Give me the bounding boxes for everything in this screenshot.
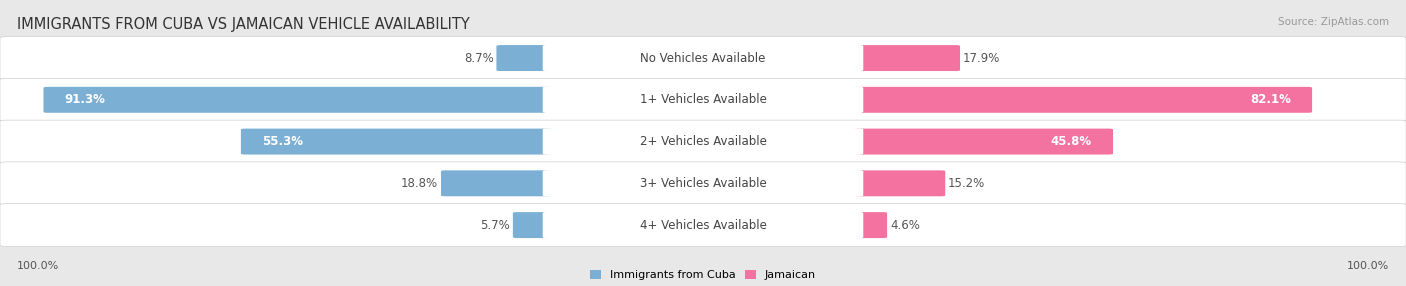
- FancyBboxPatch shape: [240, 129, 553, 154]
- Text: 8.7%: 8.7%: [464, 51, 494, 65]
- Text: 18.8%: 18.8%: [401, 177, 439, 190]
- FancyBboxPatch shape: [496, 45, 553, 71]
- Text: 5.7%: 5.7%: [481, 219, 510, 232]
- Text: 100.0%: 100.0%: [17, 261, 59, 271]
- Text: IMMIGRANTS FROM CUBA VS JAMAICAN VEHICLE AVAILABILITY: IMMIGRANTS FROM CUBA VS JAMAICAN VEHICLE…: [17, 17, 470, 32]
- FancyBboxPatch shape: [0, 162, 1406, 205]
- Legend: Immigrants from Cuba, Jamaican: Immigrants from Cuba, Jamaican: [591, 270, 815, 281]
- Text: No Vehicles Available: No Vehicles Available: [640, 51, 766, 65]
- FancyBboxPatch shape: [853, 212, 887, 238]
- Text: 100.0%: 100.0%: [1347, 261, 1389, 271]
- FancyBboxPatch shape: [853, 129, 1114, 154]
- Text: Source: ZipAtlas.com: Source: ZipAtlas.com: [1278, 17, 1389, 27]
- FancyBboxPatch shape: [853, 170, 945, 196]
- Text: 91.3%: 91.3%: [65, 93, 105, 106]
- FancyBboxPatch shape: [853, 45, 960, 71]
- FancyBboxPatch shape: [543, 170, 863, 196]
- FancyBboxPatch shape: [853, 87, 1312, 113]
- FancyBboxPatch shape: [543, 212, 863, 238]
- FancyBboxPatch shape: [0, 37, 1406, 80]
- FancyBboxPatch shape: [543, 128, 863, 155]
- Text: 4.6%: 4.6%: [890, 219, 920, 232]
- FancyBboxPatch shape: [0, 120, 1406, 163]
- FancyBboxPatch shape: [513, 212, 553, 238]
- FancyBboxPatch shape: [0, 204, 1406, 247]
- Text: 45.8%: 45.8%: [1050, 135, 1092, 148]
- Text: 1+ Vehicles Available: 1+ Vehicles Available: [640, 93, 766, 106]
- Text: 55.3%: 55.3%: [262, 135, 302, 148]
- Text: 3+ Vehicles Available: 3+ Vehicles Available: [640, 177, 766, 190]
- FancyBboxPatch shape: [543, 45, 863, 71]
- Text: 17.9%: 17.9%: [963, 51, 1000, 65]
- Text: 15.2%: 15.2%: [948, 177, 986, 190]
- FancyBboxPatch shape: [0, 78, 1406, 121]
- Text: 4+ Vehicles Available: 4+ Vehicles Available: [640, 219, 766, 232]
- FancyBboxPatch shape: [44, 87, 553, 113]
- Text: 2+ Vehicles Available: 2+ Vehicles Available: [640, 135, 766, 148]
- FancyBboxPatch shape: [441, 170, 553, 196]
- FancyBboxPatch shape: [543, 87, 863, 113]
- Text: 82.1%: 82.1%: [1250, 93, 1291, 106]
